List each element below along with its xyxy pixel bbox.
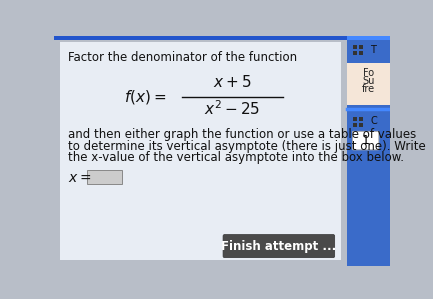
Bar bbox=[353, 45, 357, 49]
Bar bbox=[353, 51, 357, 55]
Bar bbox=[353, 123, 357, 127]
Bar bbox=[60, 42, 341, 260]
Text: Factor the denominator of the function: Factor the denominator of the function bbox=[68, 51, 297, 64]
Bar bbox=[347, 63, 390, 105]
Bar bbox=[54, 36, 390, 40]
Bar bbox=[347, 36, 390, 266]
Bar bbox=[353, 117, 357, 120]
Bar bbox=[359, 123, 363, 127]
Text: $x =$: $x =$ bbox=[68, 171, 91, 184]
Text: $f(x) =$: $f(x) =$ bbox=[124, 89, 167, 106]
Bar bbox=[359, 45, 363, 49]
Bar bbox=[359, 51, 363, 55]
Text: to determine its vertical asymptote (there is just one). Write: to determine its vertical asymptote (the… bbox=[68, 140, 426, 153]
FancyBboxPatch shape bbox=[223, 234, 335, 258]
Text: and then either graph the function or use a table of values: and then either graph the function or us… bbox=[68, 128, 416, 141]
Text: 1: 1 bbox=[362, 134, 370, 147]
Text: Su: Su bbox=[362, 76, 375, 86]
Text: $x + 5$: $x + 5$ bbox=[213, 74, 252, 90]
Text: T: T bbox=[370, 45, 376, 55]
Text: $x^2 - 25$: $x^2 - 25$ bbox=[204, 99, 260, 118]
Text: fre: fre bbox=[362, 84, 375, 94]
Text: the x-value of the vertical asymptote into the box below.: the x-value of the vertical asymptote in… bbox=[68, 151, 404, 164]
Text: Fo: Fo bbox=[363, 68, 374, 78]
FancyBboxPatch shape bbox=[352, 131, 379, 150]
Bar bbox=[347, 36, 390, 40]
Text: Finish: Finish bbox=[352, 250, 385, 260]
Bar bbox=[359, 117, 363, 120]
Bar bbox=[87, 170, 122, 184]
Text: C: C bbox=[370, 116, 377, 126]
Text: Finish attempt ...: Finish attempt ... bbox=[221, 239, 336, 253]
